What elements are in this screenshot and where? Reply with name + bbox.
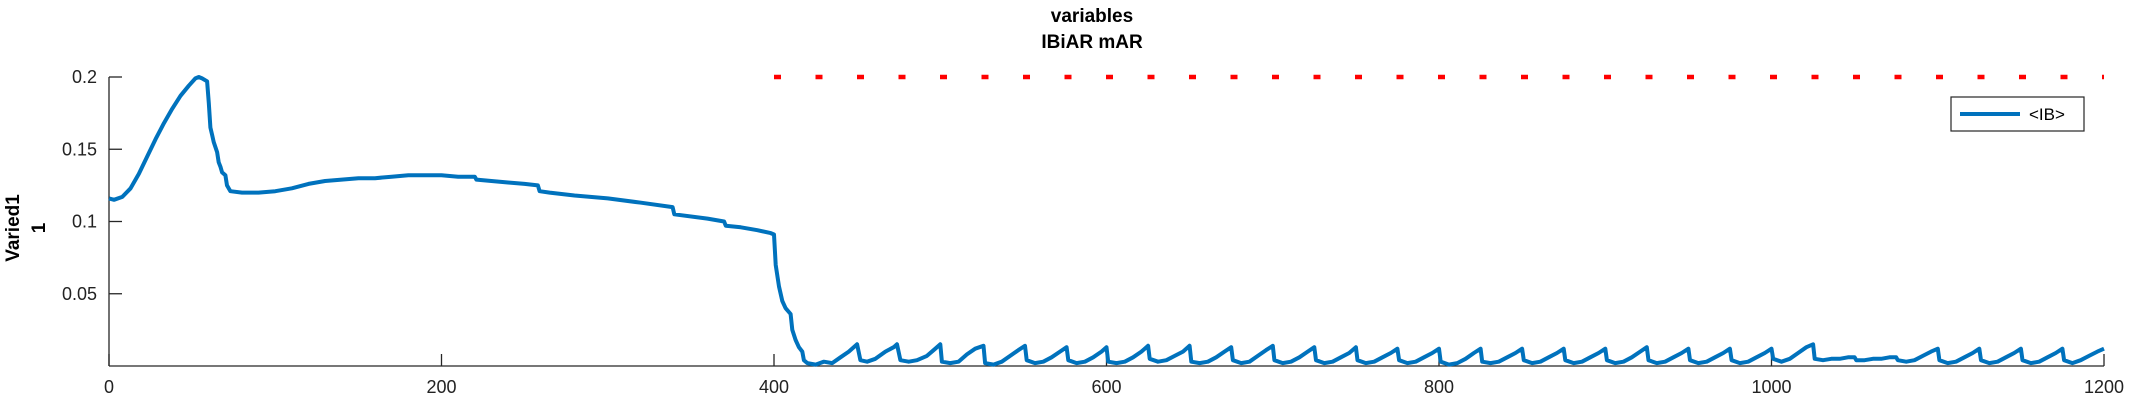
- chart-title: variables IBiAR mAR: [1041, 6, 1143, 53]
- y-axis-label: Varied1 1: [3, 194, 50, 262]
- y-axis-label-line-2: 1: [29, 222, 50, 233]
- axes: 0 200 400 600 800 1000 1200 0.05 0.1 0.15 0.2: [62, 67, 2124, 397]
- y-tick-label: 0.2: [72, 67, 97, 87]
- x-tick-label: 600: [1091, 377, 1121, 397]
- y-axis-label-line-1: Varied1: [3, 194, 24, 262]
- x-tick-label: 1000: [1751, 377, 1791, 397]
- x-tick-label: 0: [104, 377, 114, 397]
- chart-title-line-2: IBiAR mAR: [1041, 32, 1143, 53]
- chart-title-line-1: variables: [1051, 6, 1133, 27]
- x-tick-label: 1200: [2084, 377, 2124, 397]
- legend: <IB>: [1950, 96, 2085, 132]
- x-tick-label: 400: [759, 377, 789, 397]
- x-tick-label: 200: [426, 377, 456, 397]
- legend-entry-label: <IB>: [2029, 105, 2065, 124]
- y-tick-label: 0.05: [62, 284, 97, 304]
- plot-area: [108, 74, 2105, 367]
- x-tick-label: 800: [1424, 377, 1454, 397]
- series-line: [108, 75, 2105, 367]
- y-tick-label: 0.1: [72, 212, 97, 232]
- y-tick-label: 0.15: [62, 139, 97, 159]
